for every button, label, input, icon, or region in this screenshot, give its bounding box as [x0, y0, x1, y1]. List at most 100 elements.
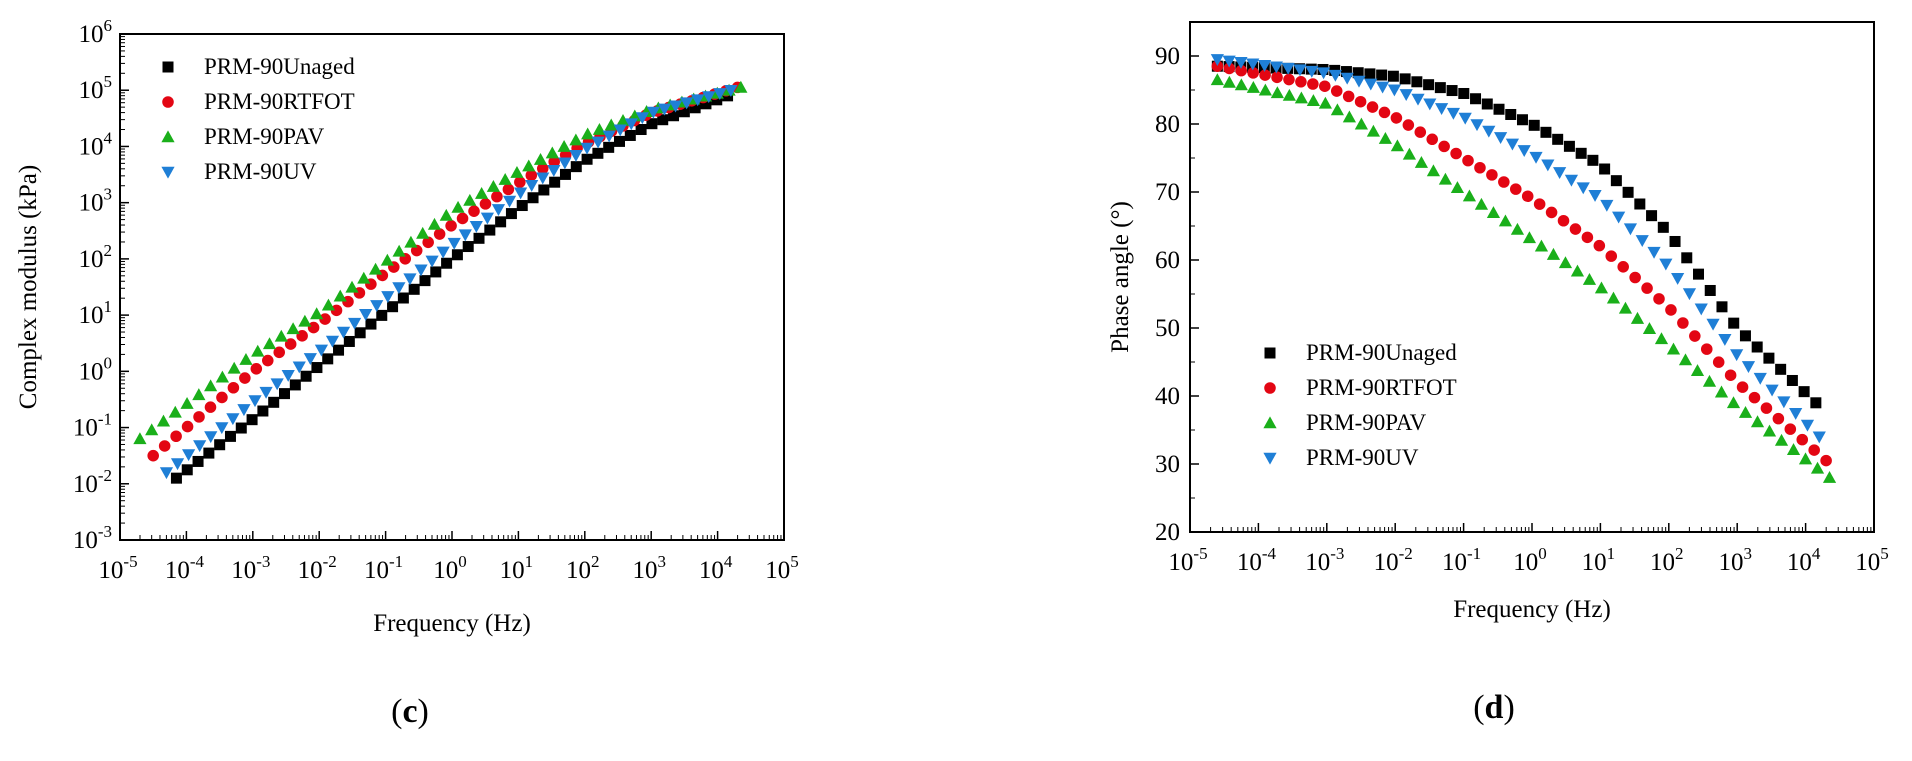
panel-d-point — [1474, 197, 1489, 210]
panel-d-point — [1486, 206, 1501, 219]
panel-d-point — [1458, 112, 1472, 125]
panel-c-series-PRM-90Unaged — [170, 90, 734, 484]
panel-d-point — [1258, 83, 1272, 96]
panel-c-x-tick-label: 101 — [500, 552, 534, 584]
panel-d-point — [1718, 333, 1732, 346]
panel-d-point — [1750, 415, 1765, 428]
panel-d-point — [1246, 58, 1260, 71]
panel-d-point — [1387, 84, 1401, 97]
panel-c-point — [635, 112, 649, 125]
panel-d-point — [1293, 64, 1307, 77]
panel-d-point — [1588, 190, 1602, 202]
panel-d-point — [1423, 79, 1435, 91]
panel-d-point — [1762, 424, 1777, 437]
panel-c-point — [533, 152, 548, 165]
panel-d-point — [1364, 78, 1378, 91]
panel-d-point — [1462, 189, 1477, 202]
panel-c-point — [702, 91, 716, 104]
panel-d-point — [1295, 76, 1307, 88]
panel-c-point — [193, 411, 205, 423]
panel-c-point — [330, 304, 343, 317]
panel-d-point — [1665, 304, 1677, 316]
legend-item: PRM-90Unaged — [1264, 340, 1457, 365]
panel-d-point — [1546, 247, 1561, 260]
panel-c-point — [168, 405, 182, 418]
panel-c-point — [226, 413, 240, 426]
panel-d-point — [1730, 349, 1744, 362]
panel-c-point — [458, 229, 472, 242]
panel-d-point — [1378, 131, 1393, 144]
panel-d-point — [1642, 322, 1657, 334]
panel-c-point — [133, 432, 147, 445]
panel-c-x-tick-label: 10-4 — [165, 552, 205, 584]
panel-d-point — [1234, 78, 1248, 91]
panel-d-point — [1434, 82, 1446, 94]
panel-d-x-tick-labels: 10-5 10-4 10-3 10-2 10-1 100 101 102 103 104 105 — [1168, 544, 1888, 576]
panel-c-point — [204, 431, 218, 444]
panel-c-point — [558, 157, 572, 170]
legend-label: PRM-90Unaged — [1306, 340, 1457, 365]
panel-c-point — [724, 84, 738, 97]
legend-marker — [1263, 452, 1277, 465]
panel-c-y-tick-label: 104 — [79, 128, 113, 160]
panel-d-point — [1702, 374, 1717, 387]
panel-c-point — [548, 155, 560, 168]
panel-d-point — [1775, 363, 1787, 375]
panel-d-point — [1569, 223, 1582, 235]
panel-d-point — [1387, 70, 1399, 82]
panel-d-point — [1211, 60, 1224, 72]
panel-c-point — [451, 200, 465, 213]
panel-c-point — [321, 298, 336, 311]
panel-c-point — [495, 216, 507, 228]
panel-d-y-axis-title: Phase angle (°) — [1107, 201, 1134, 353]
panel-c-point — [536, 172, 550, 185]
panel-d-point — [1505, 138, 1520, 151]
panel-d-point — [1529, 151, 1543, 164]
panel-c-point — [248, 395, 262, 408]
panel-c-point — [479, 198, 492, 210]
panel-d-point — [1375, 81, 1390, 94]
legend-marker — [1264, 382, 1276, 394]
panel-c-point — [680, 97, 694, 110]
panel-d-point — [1741, 361, 1756, 373]
panel-c-data-points — [133, 80, 748, 484]
panel-d-y-tick-label: 40 — [1155, 383, 1180, 410]
panel-c-point — [668, 100, 683, 113]
panel-d-point — [1340, 66, 1352, 78]
legend-label: PRM-90RTFOT — [204, 89, 355, 114]
panel-c-point — [145, 423, 159, 436]
panel-c-y-tick-label: 103 — [79, 185, 113, 217]
panel-c-point — [325, 335, 340, 348]
panel-c-point — [602, 130, 616, 143]
panel-d-x-tick-label: 104 — [1787, 544, 1821, 576]
panel-c-point — [348, 317, 362, 330]
panel-d-point — [1414, 126, 1427, 138]
panel-d-point — [1738, 406, 1753, 418]
panel-c-point — [416, 226, 430, 239]
panel-c-point — [279, 388, 291, 400]
panel-c-point — [502, 195, 517, 208]
panel-d-point — [1617, 261, 1629, 273]
panel-c-point — [289, 379, 301, 391]
panel-c-point — [549, 176, 561, 188]
panel-d-point — [1689, 330, 1701, 342]
panel-d-point — [1354, 95, 1367, 108]
panel-d-point — [1777, 396, 1791, 409]
panel-d-x-tick-label: 105 — [1855, 544, 1889, 576]
panel-d-point — [1739, 330, 1751, 342]
panel-d-point — [1450, 181, 1465, 193]
panel-d-point — [1700, 343, 1713, 355]
panel-c-y-tick-labels: 10-3 10-2 10-1 100 101 102 103 104 105 106 — [73, 16, 113, 554]
panel-d-point — [1210, 73, 1224, 86]
panel-c-x-tick-label: 10-3 — [231, 552, 270, 584]
panel-c-point — [156, 414, 171, 427]
panel-d-point — [1533, 198, 1546, 210]
panel-d-point — [1498, 214, 1513, 227]
panel-d-point — [1223, 62, 1236, 75]
panel-d-point — [1630, 311, 1645, 324]
panel-d-point — [1510, 222, 1525, 235]
panel-d-point — [1486, 169, 1498, 181]
panel-c-point — [430, 266, 442, 278]
panel-c-point — [516, 200, 528, 212]
